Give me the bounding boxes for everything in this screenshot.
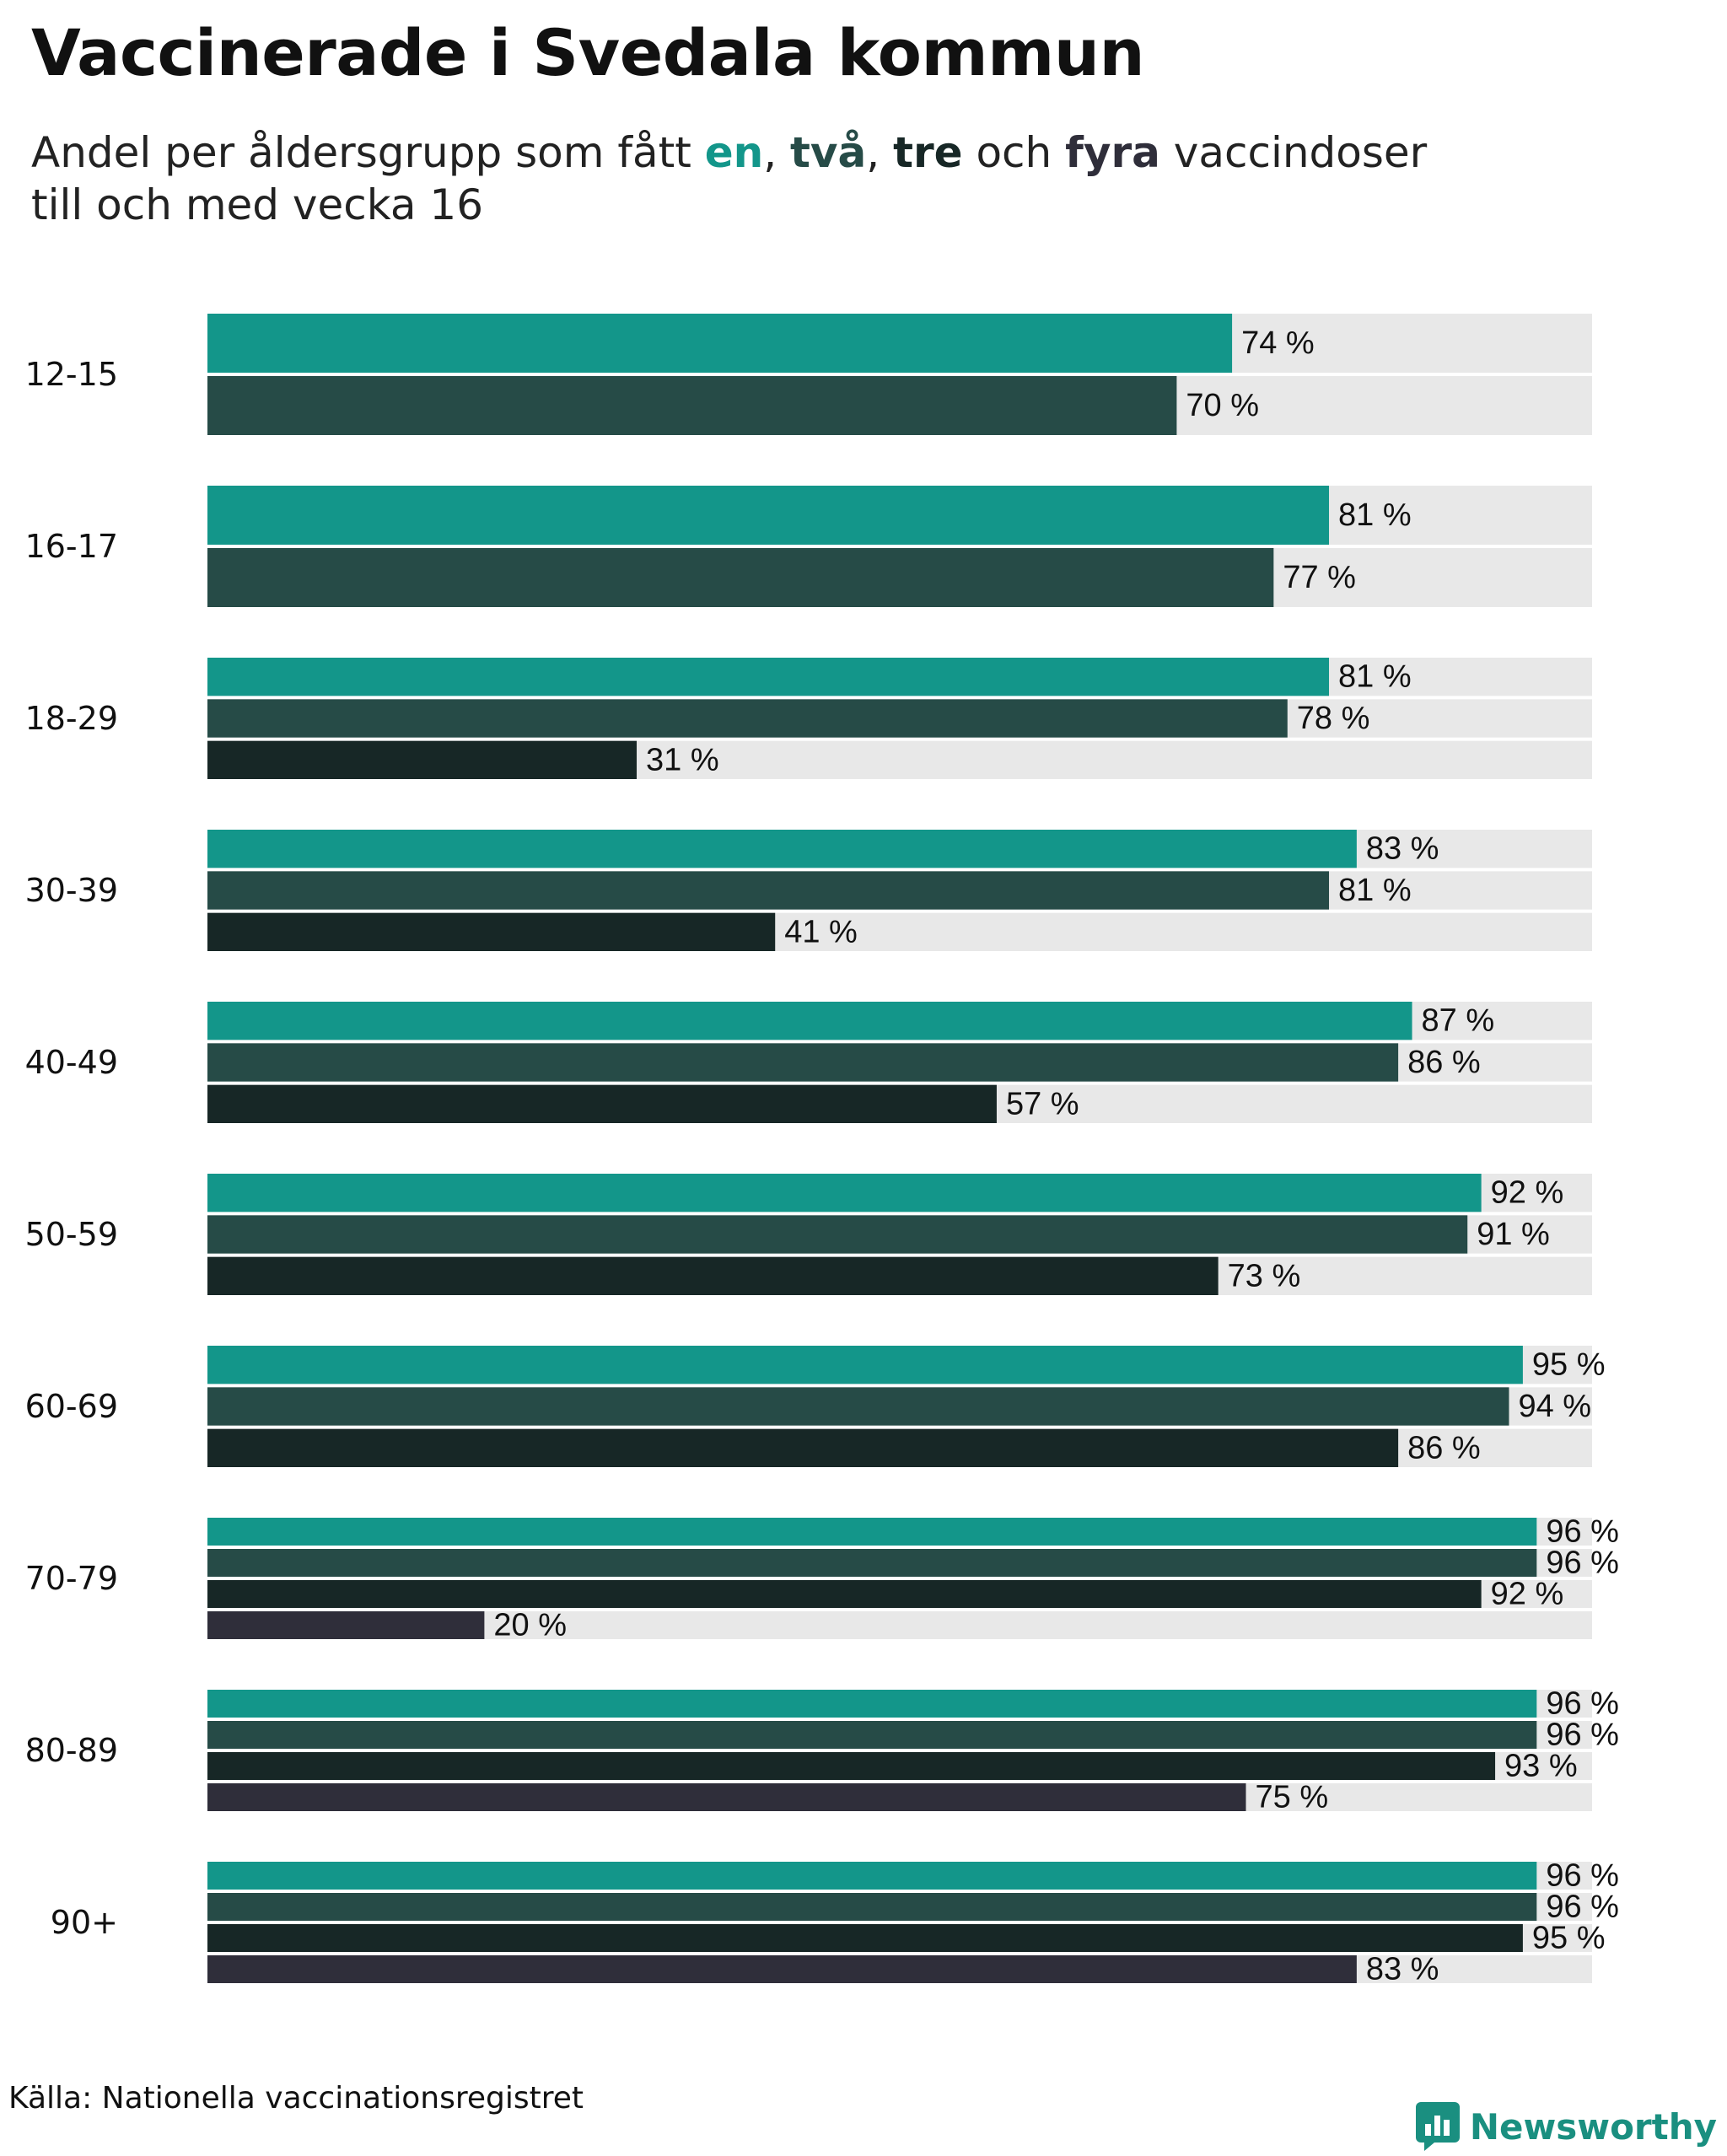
bar-40-49-series-2 [207,1043,1399,1082]
chart-title: Vaccinerade i Svedala kommun [31,15,1145,90]
bar-80-89-series-4 [207,1783,1246,1811]
bar-30-39-series-2 [207,871,1330,910]
data-label: 41 % [784,914,858,949]
data-label: 92 % [1491,1175,1564,1211]
data-label: 91 % [1477,1217,1550,1252]
bar-12-15-series-1 [207,314,1233,373]
data-label: 96 % [1546,1546,1619,1581]
data-label: 92 % [1491,1577,1564,1612]
data-label: 83 % [1366,1952,1439,1987]
bar-18-29-series-2 [207,699,1288,738]
data-label: 96 % [1546,1686,1619,1722]
data-label: 81 % [1338,873,1412,908]
data-label: 81 % [1338,659,1412,695]
bar-90+-series-2 [207,1893,1537,1921]
bar-50-59-series-1 [207,1174,1482,1212]
bar-18-29-series-3 [207,740,638,779]
category-label: 50-59 [25,1216,118,1253]
legend-dose-1: en [704,128,764,177]
data-label: 77 % [1283,560,1356,595]
data-label: 78 % [1297,701,1370,736]
bar-30-39-series-3 [207,912,776,951]
subtitle-period: till och med vecka 16 [31,180,484,229]
bar-80-89-series-2 [207,1721,1537,1749]
category-label: 90+ [51,1904,118,1941]
bar-90+-series-1 [207,1862,1537,1890]
bar-chart-logo-icon [1415,2102,1460,2151]
category-label: 70-79 [25,1560,118,1597]
bar-70-79-series-4 [207,1611,485,1639]
data-label: 96 % [1546,1514,1619,1550]
data-label: 70 % [1186,388,1259,423]
brand-name: Newsworthy [1469,2105,1717,2148]
category-label: 18-29 [25,700,118,737]
data-label: 96 % [1546,1890,1619,1925]
bar-80-89-series-3 [207,1752,1496,1780]
data-label: 73 % [1228,1258,1301,1293]
data-label: 86 % [1407,1430,1481,1465]
bar-50-59-series-3 [207,1256,1219,1295]
category-label: 30-39 [25,872,118,909]
subtitle-text: Andel per åldersgrupp som fått [31,128,705,177]
subtitle-text: vaccindoser [1159,128,1428,177]
bar-60-69-series-1 [207,1346,1523,1384]
bar-50-59-series-2 [207,1215,1468,1254]
data-label: 95 % [1532,1347,1606,1383]
data-label: 86 % [1407,1045,1481,1080]
chart-subtitle: Andel per åldersgrupp som fått en, två, … [31,126,1549,231]
data-label: 81 % [1338,497,1412,533]
data-label: 96 % [1546,1718,1619,1753]
subtitle-separator: , [866,128,894,177]
source-note: Källa: Nationella vaccinationsregistret [8,2081,584,2116]
bar-70-79-series-2 [207,1549,1537,1577]
legend-dose-2: två [790,128,867,177]
data-label: 95 % [1532,1921,1606,1956]
category-label: 80-89 [25,1732,118,1769]
category-label: 16-17 [25,528,118,565]
bar-chart: 74 % 70 % 12-15 81 % 77 % 16-17 81 % 78 % 31 % 18… [25,314,1619,1987]
bar-16-17-series-2 [207,548,1274,607]
bar-70-79-series-1 [207,1518,1537,1546]
category-label: 40-49 [25,1044,118,1081]
subtitle-text: och [962,128,1066,177]
category-label: 12-15 [25,356,118,393]
data-label: 31 % [646,742,719,777]
subtitle-separator: , [763,128,791,177]
data-label: 20 % [493,1608,567,1643]
bar-30-39-series-1 [207,830,1357,868]
bar-70-79-series-3 [207,1580,1482,1608]
bar-60-69-series-2 [207,1387,1509,1426]
data-label: 74 % [1241,325,1315,361]
bar-60-69-series-3 [207,1428,1399,1467]
legend-dose-3: tre [893,128,963,177]
data-label: 93 % [1504,1749,1578,1784]
data-label: 94 % [1518,1389,1591,1424]
category-label: 60-69 [25,1388,118,1425]
bar-40-49-series-3 [207,1084,997,1123]
bar-80-89-series-1 [207,1690,1537,1718]
data-label: 87 % [1422,1003,1495,1039]
bar-18-29-series-1 [207,658,1330,696]
legend-dose-4: fyra [1065,128,1160,177]
data-label: 96 % [1546,1858,1619,1894]
bar-40-49-series-1 [207,1002,1412,1040]
data-label: 83 % [1366,831,1439,867]
bar-90+-series-3 [207,1924,1523,1952]
data-label: 57 % [1006,1086,1079,1121]
bar-90+-series-4 [207,1955,1357,1983]
bar-16-17-series-1 [207,486,1330,545]
bar-12-15-series-2 [207,376,1177,435]
newsworthy-logo: Newsworthy [1415,2097,1717,2156]
data-label: 75 % [1256,1780,1329,1815]
